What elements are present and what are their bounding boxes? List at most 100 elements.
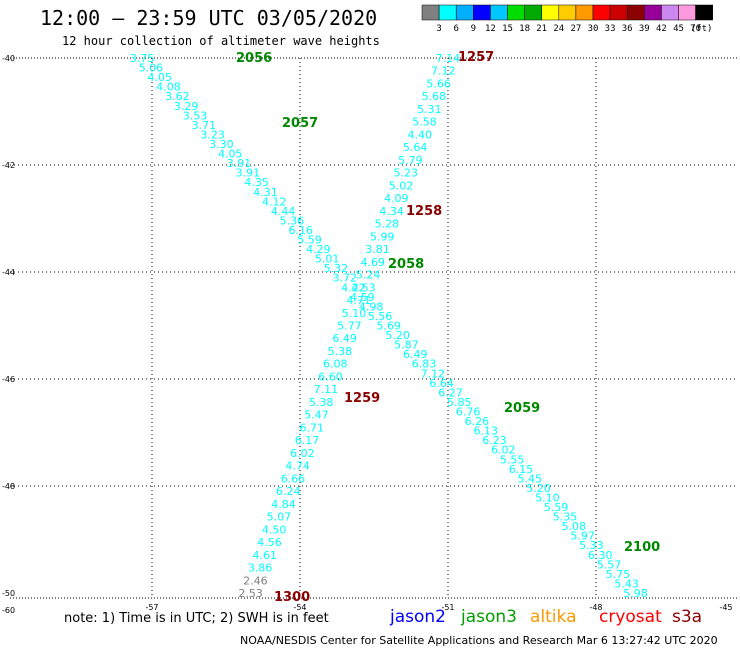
colorbar-swatch [626, 4, 645, 21]
colorbar-label: 30 [588, 24, 599, 34]
pass-time-label: 2057 [282, 116, 318, 131]
colorbar-label: 18 [519, 24, 530, 34]
wave-height-value: 3.53 [183, 109, 208, 122]
wave-height-value: 5.59 [544, 501, 569, 514]
pass-time-labels: 2056 2057 2058 2059 2100 1257 1258 1259 1300 [236, 50, 660, 605]
wave-height-value: 3.86 [248, 562, 273, 575]
colorbar-label: 45 [673, 24, 684, 34]
wave-height-value: 5.20 [526, 482, 551, 495]
colorbar-swatch [455, 4, 474, 21]
wave-height-value: 6.16 [288, 224, 313, 237]
wave-height-value: 2.53 [238, 587, 263, 600]
wave-height-value: 4.74 [285, 460, 310, 473]
wave-height-value: 5.45 [518, 472, 543, 485]
pass-time-label: 1259 [344, 391, 380, 406]
colorbar-label: 15 [502, 24, 513, 34]
wave-height-value: 7.12 [421, 367, 446, 380]
wave-height-value: 3.23 [200, 128, 225, 141]
wave-height-value: 6.64 [429, 377, 454, 390]
wave-height-value: 5.01 [315, 253, 340, 266]
colorbar-label: 9 [471, 24, 476, 34]
wave-height-value: 3.62 [165, 90, 190, 103]
wave-height-value: 6.13 [473, 425, 498, 438]
wave-height-value: 5.33 [579, 539, 604, 552]
colorbar-swatch [609, 4, 628, 21]
wave-height-value: 6.83 [412, 358, 437, 371]
wave-height-value: 5.35 [553, 511, 578, 524]
wave-height-value: 3.30 [209, 138, 234, 151]
colorbar-label: 36 [622, 24, 633, 34]
colorbar-swatch [678, 4, 696, 21]
credit-line: NOAA/NESDIS Center for Satellite Applica… [240, 634, 718, 647]
wave-height-value: 4.12 [262, 195, 287, 208]
wave-height-value: 3.91 [236, 167, 261, 180]
wave-height-value: 3.72 [333, 272, 358, 285]
wave-height-value: 6.27 [438, 386, 463, 399]
wave-height-value: 6.76 [456, 405, 481, 418]
wave-height-value: 6.02 [290, 447, 315, 460]
wave-height-value: 6.17 [295, 434, 320, 447]
colorbar-label: 3 [436, 24, 441, 34]
wave-height-value: 5.68 [422, 90, 447, 103]
wave-height-value: 6.49 [332, 332, 357, 345]
wave-height-value: 5.23 [393, 167, 418, 180]
wave-height-value: 4.56 [257, 536, 282, 549]
colorbar-label: 6 [453, 24, 458, 34]
colorbar-swatch [507, 4, 525, 21]
colorbar-label: 42 [656, 24, 667, 34]
pass-time-label: 2100 [624, 540, 660, 555]
wave-height-value: 4.29 [306, 243, 331, 256]
wave-height-value: 4.05 [218, 148, 243, 161]
wave-height-value: 4.59 [350, 291, 375, 304]
wave-height-value: 5.97 [570, 530, 595, 543]
lon-tick-label: -54 [293, 603, 306, 612]
wave-height-value: 5.64 [403, 141, 428, 154]
pass-time-label: 2058 [388, 257, 424, 272]
wave-height-value: 4.98 [359, 300, 384, 313]
wave-height-value: 3.81 [365, 243, 390, 256]
axis-ticks: -40 -42 -44 -46 -48 -50 -57 -54 -51 -48 -45 -60 [2, 54, 733, 615]
wave-height-value: 4.22 [341, 281, 366, 294]
colorbar-label: 39 [639, 24, 650, 34]
pass-time-label: 2059 [504, 401, 540, 416]
wave-height-value: 4.05 [148, 71, 173, 84]
wave-height-value: 7.12 [431, 65, 456, 78]
colorbar-swatch [695, 4, 713, 21]
colorbar-swatch [661, 4, 679, 21]
wave-height-value: 6.24 [276, 485, 301, 498]
wave-height-value: 3.75 [130, 52, 155, 65]
wave-height-value: 4.09 [384, 192, 409, 205]
lat-tick-label: -42 [2, 161, 15, 170]
colorbar-label: 12 [485, 24, 496, 34]
lon-tick-label: -57 [145, 603, 158, 612]
lon-tick-label: -51 [441, 603, 454, 612]
lon-tick-label: -48 [589, 603, 602, 612]
wave-height-value: 5.56 [368, 310, 393, 323]
wave-height-value: 5.08 [562, 520, 587, 533]
wave-height-value: 3.71 [192, 119, 217, 132]
lon-tick-label: -45 [719, 603, 732, 612]
wave-height-value: 4.08 [156, 81, 181, 94]
wave-height-value: 5.10 [535, 491, 560, 504]
wave-height-value: 7.14 [436, 52, 461, 65]
lat-tick-label: -48 [2, 482, 15, 491]
pass-time-label: 1258 [406, 204, 442, 219]
footer-note: note: 1) Time is in UTC; 2) SWH is in fe… [64, 611, 329, 626]
satellite-tracks: 3.755.064.054.083.623.293.533.713.233.30… [130, 52, 648, 600]
colorbar-unit: (ft) [691, 24, 713, 34]
wave-height-value: 6.71 [299, 421, 324, 434]
wave-height-value: 5.87 [394, 339, 419, 352]
pass-time-label: 2056 [236, 51, 272, 66]
colorbar-label: 33 [605, 24, 616, 34]
wave-height-value: 5.75 [606, 568, 631, 581]
wave-height-value: 6.02 [491, 444, 516, 457]
wave-height-value: 7.11 [314, 383, 339, 396]
wave-height-value: 4.53 [351, 281, 376, 294]
wave-height-value: 6.60 [318, 370, 343, 383]
wave-height-value: 4.71 [346, 294, 371, 307]
wave-height-value: 6.23 [482, 434, 507, 447]
wave-height-value: 5.59 [297, 234, 322, 247]
wave-height-value: 5.85 [447, 396, 472, 409]
corner-tick-label: -60 [2, 606, 15, 615]
